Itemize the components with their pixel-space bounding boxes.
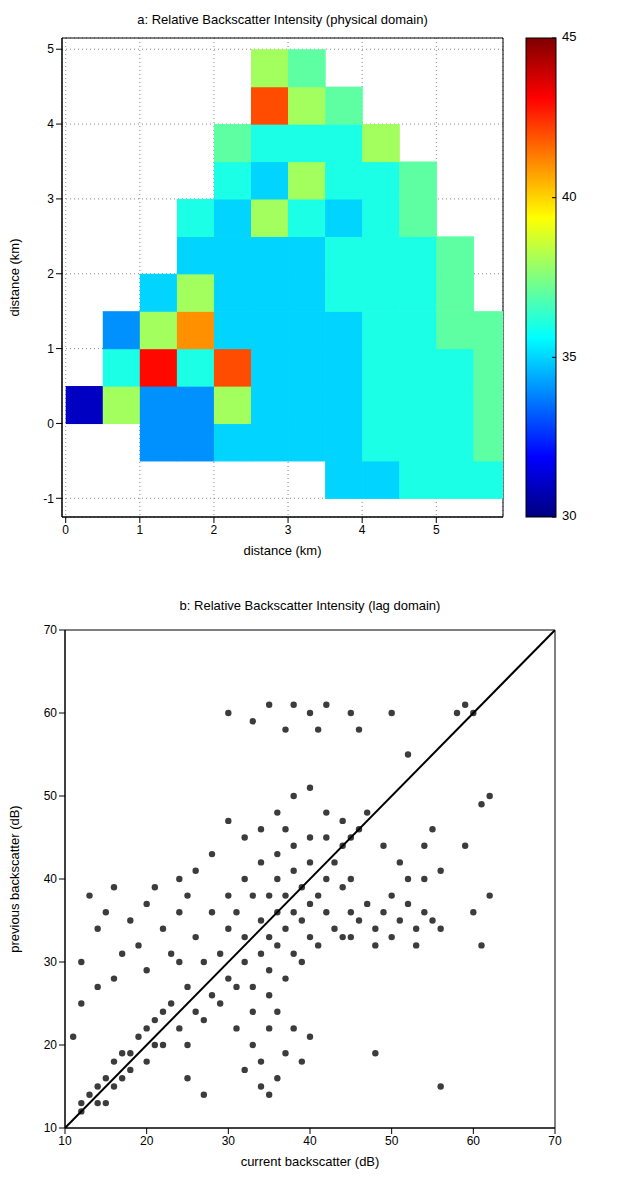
svg-text:45: 45 — [562, 29, 576, 44]
svg-text:40: 40 — [44, 872, 58, 886]
svg-text:distance (km): distance (km) — [243, 543, 321, 558]
svg-text:30: 30 — [222, 1134, 236, 1148]
svg-text:30: 30 — [44, 955, 58, 969]
svg-text:40: 40 — [303, 1134, 317, 1148]
svg-text:35: 35 — [562, 349, 576, 364]
svg-text:30: 30 — [562, 508, 576, 523]
svg-text:10: 10 — [44, 1121, 58, 1135]
svg-text:70: 70 — [44, 623, 58, 637]
svg-text:2: 2 — [47, 267, 54, 281]
svg-text:1: 1 — [136, 523, 143, 537]
svg-text:20: 20 — [140, 1134, 154, 1148]
svg-text:60: 60 — [44, 706, 58, 720]
svg-text:60: 60 — [467, 1134, 481, 1148]
svg-text:20: 20 — [44, 1038, 58, 1052]
svg-text:0: 0 — [62, 523, 69, 537]
svg-text:5: 5 — [47, 42, 54, 56]
svg-text:10: 10 — [58, 1134, 72, 1148]
svg-text:4: 4 — [47, 117, 54, 131]
svg-text:3: 3 — [285, 523, 292, 537]
svg-text:70: 70 — [548, 1134, 562, 1148]
svg-text:3: 3 — [47, 192, 54, 206]
svg-text:4: 4 — [359, 523, 366, 537]
svg-text:-1: -1 — [43, 492, 54, 506]
svg-text:50: 50 — [44, 789, 58, 803]
svg-text:current backscatter (dB): current backscatter (dB) — [241, 1154, 380, 1169]
svg-text:2: 2 — [211, 523, 218, 537]
svg-text:40: 40 — [562, 189, 576, 204]
svg-text:0: 0 — [47, 417, 54, 431]
svg-text:distance (km): distance (km) — [7, 238, 22, 316]
html-text:a: Relative Backscatter Intens: a: Relative Backscatter Intensity (physi… — [137, 12, 428, 27]
html-text:b: Relative Backscatter Intens: b: Relative Backscatter Intensity (lag d… — [179, 598, 441, 613]
svg-text:5: 5 — [433, 523, 440, 537]
svg-text:1: 1 — [47, 342, 54, 356]
svg-text:previous backscatter (dB): previous backscatter (dB) — [7, 805, 22, 952]
svg-text:50: 50 — [385, 1134, 399, 1148]
